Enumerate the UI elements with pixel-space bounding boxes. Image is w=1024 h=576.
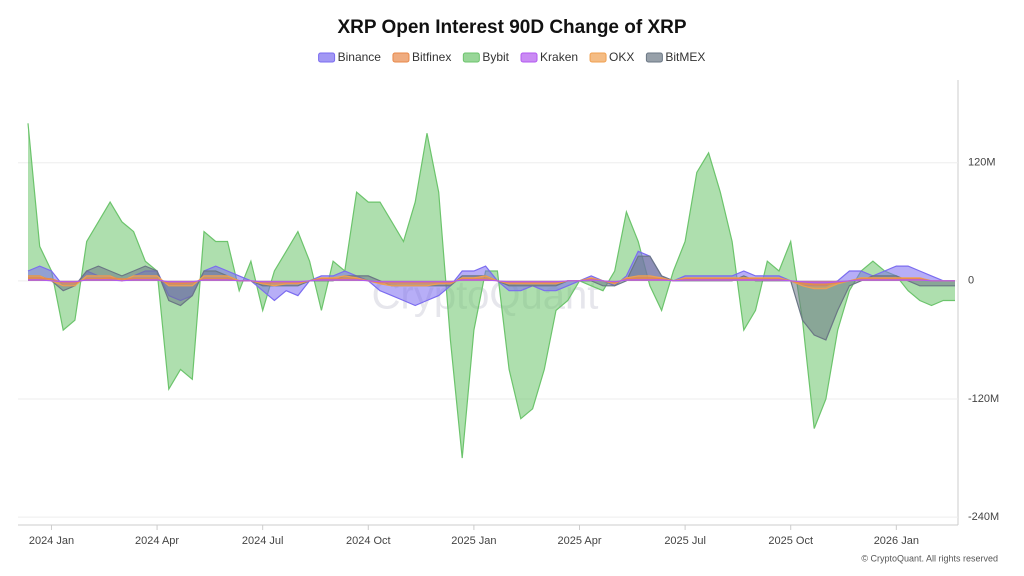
legend: Binance Bitfinex Bybit Kraken OKX BitMEX xyxy=(318,50,705,64)
x-tick-label: 2024 Oct xyxy=(346,535,391,547)
legend-label: Kraken xyxy=(540,50,578,64)
legend-swatch xyxy=(589,52,607,63)
y-tick-label: -240M xyxy=(968,511,999,523)
legend-swatch xyxy=(392,52,410,63)
x-tick-label: 2024 Apr xyxy=(135,535,179,547)
legend-swatch xyxy=(645,52,663,63)
y-tick-label: 0 xyxy=(968,275,974,287)
x-tick-label: 2025 Jan xyxy=(451,535,496,547)
x-tick-label: 2025 Oct xyxy=(768,535,813,547)
legend-label: Bybit xyxy=(482,50,509,64)
x-tick-label: 2026 Jan xyxy=(874,535,919,547)
chart-title: XRP Open Interest 90D Change of XRP xyxy=(337,17,686,38)
legend-swatch xyxy=(318,52,336,63)
x-tick-label: 2025 Apr xyxy=(557,535,601,547)
x-tick-label: 2024 Jan xyxy=(29,535,74,547)
legend-swatch xyxy=(462,52,480,63)
area-line xyxy=(28,279,955,284)
x-tick-label: 2024 Jul xyxy=(242,535,284,547)
legend-label: Binance xyxy=(338,50,382,64)
y-tick-label: -120M xyxy=(968,393,999,405)
legend-swatch xyxy=(520,52,538,63)
legend-label: OKX xyxy=(609,50,634,64)
area xyxy=(28,279,955,283)
area-line xyxy=(28,275,955,290)
y-tick-label: 120M xyxy=(968,157,996,169)
x-tick-label: 2025 Jul xyxy=(664,535,706,547)
legend-label: BitMEX xyxy=(665,50,705,64)
legend-label: Bitfinex xyxy=(412,50,451,64)
credit: © CryptoQuant. All rights reserved xyxy=(861,553,998,563)
